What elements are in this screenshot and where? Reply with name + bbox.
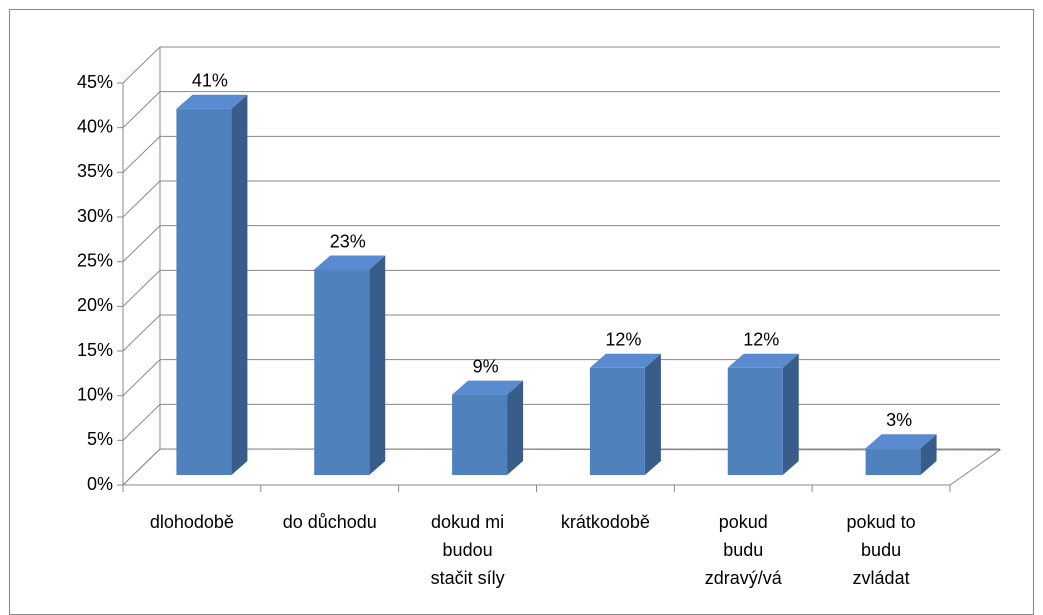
grid-line: [122, 135, 1000, 173]
bar: [314, 269, 370, 475]
bar-side: [920, 434, 937, 475]
value-label: 12%: [605, 330, 641, 350]
x-tick-label: krátkodobě: [560, 512, 650, 532]
bar-top: [176, 94, 248, 109]
grid-line: [122, 46, 1000, 84]
grid-line: [122, 314, 1000, 352]
bar-top: [314, 255, 386, 270]
bar-top: [452, 380, 524, 395]
y-tick-label: 15%: [77, 340, 113, 360]
grid-line: [122, 91, 1000, 129]
value-label: 23%: [330, 231, 366, 251]
grid-line: [122, 269, 1000, 307]
grid-line: [122, 359, 1000, 397]
y-tick-label: 40%: [77, 116, 113, 136]
value-label: 9%: [473, 356, 499, 376]
bar-side: [369, 255, 386, 475]
bar: [589, 367, 645, 475]
y-tick-label: 35%: [77, 161, 113, 181]
y-tick-label: 45%: [77, 72, 113, 92]
y-tick-label: 0%: [87, 474, 113, 494]
x-tick-label: pokud budu zdravý/vá: [704, 512, 782, 588]
x-tick-label: do důchodu: [282, 512, 377, 532]
grid-line: [122, 448, 1000, 486]
grid-line: [122, 180, 1000, 218]
y-tick-label: 20%: [77, 295, 113, 315]
bar: [176, 108, 232, 475]
grid-line: [122, 403, 1000, 441]
grid-line: [122, 225, 1000, 263]
bar-top: [865, 434, 937, 449]
y-tick-label: 5%: [87, 429, 113, 449]
value-label: 12%: [743, 330, 779, 350]
bar-top: [727, 353, 799, 368]
bar: [727, 367, 783, 475]
value-label: 41%: [192, 70, 228, 90]
x-tick-label: dokud mi budou stačit síly: [430, 512, 505, 588]
x-tick-label: pokud to budu zvládat: [846, 512, 916, 588]
bar-top: [589, 353, 661, 368]
value-label: 3%: [886, 410, 912, 430]
bar: [865, 448, 921, 475]
y-tick-label: 30%: [77, 206, 113, 226]
bar-side: [231, 94, 248, 475]
bar: [452, 394, 508, 475]
bar-side: [644, 353, 661, 475]
y-tick-label: 10%: [77, 384, 113, 404]
x-tick-label: dlohodobě: [149, 512, 234, 532]
bar-side: [507, 380, 524, 475]
y-tick-label: 25%: [77, 250, 113, 270]
bar-side: [782, 353, 799, 475]
